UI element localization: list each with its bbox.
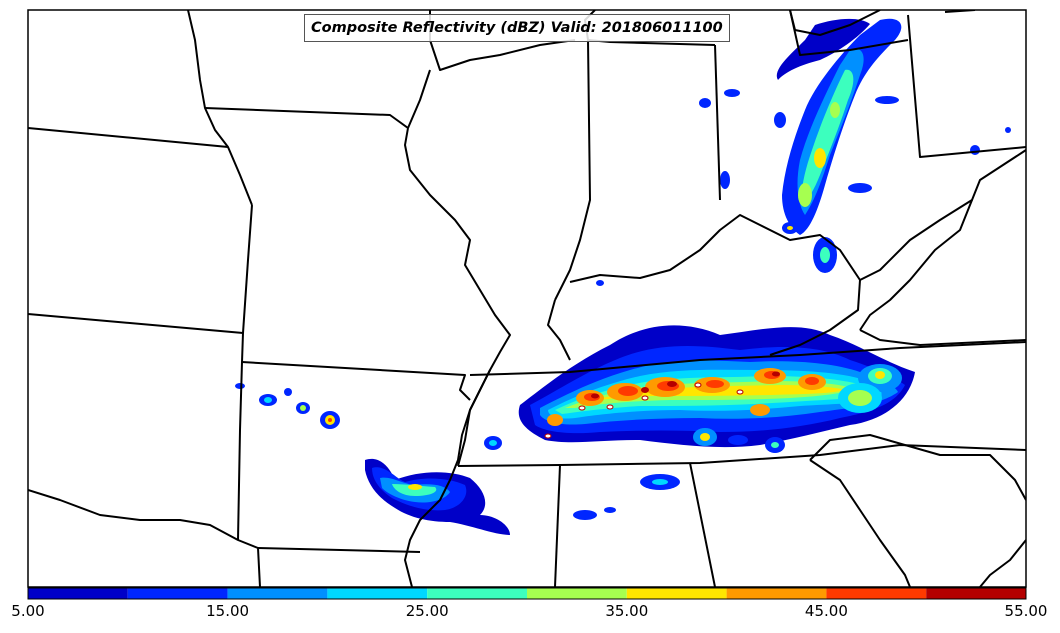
- iowa-missouri-line: [204, 107, 409, 129]
- missouri-kansas-line: [241, 204, 253, 363]
- echo-cores: [544, 368, 826, 439]
- kentucky-tennessee-line: [457, 444, 1026, 467]
- map-title: Composite Reflectivity (dBZ) Valid: 2018…: [304, 14, 730, 42]
- ohio-pennsylvania-line: [907, 14, 1026, 158]
- ohio-michigan-line: [789, 10, 909, 56]
- carolina-line: [809, 434, 1026, 501]
- oklahoma-texas-line: [28, 489, 261, 587]
- colorbar-segment: [127, 588, 228, 599]
- colorbar: [27, 587, 1027, 600]
- illinois-indiana-line: [554, 39, 591, 301]
- colorbar-segment: [626, 588, 727, 599]
- colorbar-tick-label: 35.00: [605, 602, 649, 620]
- missouri-iowa-border: [28, 127, 229, 148]
- indiana-ohio-line: [714, 44, 721, 201]
- colorbar-tick-label: 45.00: [804, 602, 848, 620]
- colorbar-tick-label: 15.00: [206, 602, 250, 620]
- ohio-river-east: [859, 149, 1026, 281]
- mississippi-river: [404, 127, 511, 587]
- mississippi-alabama-line: [554, 464, 561, 587]
- ohio-river-il-ky: [547, 299, 571, 361]
- colorbar-segment: [726, 588, 827, 599]
- alabama-georgia-line: [689, 462, 716, 587]
- colorbar-segment: [826, 588, 927, 599]
- arkansas-oklahoma-line: [237, 361, 243, 541]
- missouri-arkansas-line: [241, 361, 471, 401]
- echo-ohio-band: [699, 18, 1011, 273]
- map-frame: [27, 9, 1027, 588]
- kansas-nebraska-border: [28, 313, 244, 334]
- colorbar-segment: [926, 588, 1026, 599]
- georgia-carolina-line: [809, 459, 911, 587]
- colorbar-segment: [327, 588, 428, 599]
- virginia-line: [859, 329, 1026, 346]
- colorbar-segment: [427, 588, 527, 599]
- colorbar-tick-label: 5.00: [11, 602, 45, 620]
- colorbar-tick-label: 55.00: [1004, 602, 1048, 620]
- great-lakes-shore: [789, 10, 881, 36]
- missouri-river-west: [187, 10, 253, 206]
- tennessee-west: [457, 369, 491, 467]
- ohio-river: [569, 214, 861, 356]
- colorbar-segment: [527, 588, 627, 599]
- map-background: [28, 10, 1026, 587]
- colorbar-segment: [28, 588, 128, 599]
- state-boundaries: [28, 10, 1026, 587]
- georgia-coast: [979, 539, 1026, 587]
- arkansas-louisiana-line: [257, 547, 421, 553]
- illinois-west: [407, 69, 431, 129]
- colorbar-tick-label: 25.00: [405, 602, 449, 620]
- kentucky-tennessee-north: [469, 341, 1026, 376]
- west-virginia-line: [859, 199, 973, 331]
- colorbar-segment: [227, 588, 328, 599]
- echo-arkansas-cluster: [235, 280, 680, 535]
- colorbar-frame: [27, 587, 1027, 600]
